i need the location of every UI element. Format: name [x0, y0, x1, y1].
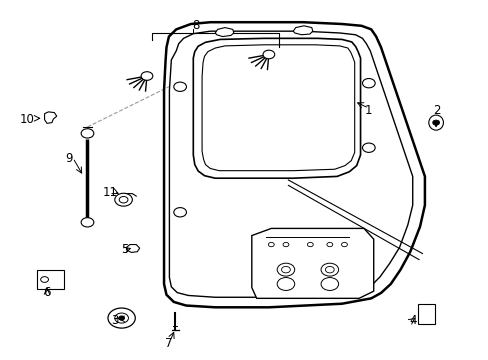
Polygon shape	[126, 244, 140, 252]
Text: 7: 7	[165, 337, 172, 350]
Polygon shape	[169, 31, 412, 297]
Polygon shape	[202, 45, 354, 171]
FancyBboxPatch shape	[417, 305, 434, 324]
Circle shape	[173, 82, 186, 91]
Text: 3: 3	[111, 314, 119, 327]
Polygon shape	[44, 112, 57, 123]
Circle shape	[362, 78, 374, 88]
Text: 2: 2	[432, 104, 440, 117]
Text: 4: 4	[408, 314, 416, 327]
Text: 6: 6	[43, 287, 51, 300]
Circle shape	[108, 308, 135, 328]
Polygon shape	[193, 39, 360, 178]
Circle shape	[119, 316, 124, 320]
Circle shape	[432, 120, 439, 125]
Circle shape	[115, 193, 132, 206]
Circle shape	[81, 218, 94, 227]
Ellipse shape	[428, 115, 443, 130]
Polygon shape	[163, 22, 424, 307]
Polygon shape	[293, 26, 312, 35]
Text: 1: 1	[365, 104, 372, 117]
FancyBboxPatch shape	[37, 270, 64, 289]
Text: 5: 5	[121, 243, 128, 256]
Circle shape	[141, 72, 153, 80]
Circle shape	[263, 50, 274, 59]
Text: 8: 8	[192, 19, 199, 32]
Polygon shape	[215, 28, 233, 37]
Polygon shape	[251, 228, 373, 298]
Text: 9: 9	[65, 152, 73, 165]
Text: 10: 10	[20, 113, 35, 126]
Text: 11: 11	[102, 186, 118, 199]
Circle shape	[173, 208, 186, 217]
Circle shape	[81, 129, 94, 138]
Circle shape	[362, 143, 374, 152]
